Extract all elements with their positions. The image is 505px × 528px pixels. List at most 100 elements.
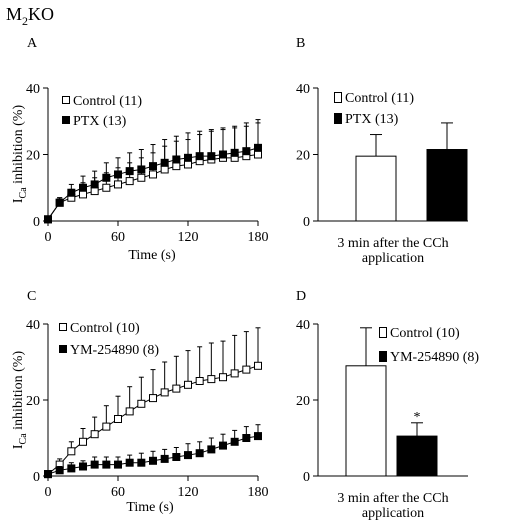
legend-label: YM-254890 (8) [70, 343, 159, 358]
panel-d-bar-chart: D 0 20 40 Control (10) YM-254890 (8) * 3 min af… [296, 289, 479, 521]
data-point [207, 445, 216, 454]
data-point [184, 160, 192, 169]
data-point [230, 148, 239, 157]
data-point [44, 470, 52, 479]
y-axis-label-sub: Ca [18, 433, 29, 445]
bar-1 [345, 365, 387, 477]
data-point [230, 437, 239, 446]
data-point [125, 167, 134, 176]
data-point [55, 466, 64, 475]
data-point [219, 373, 227, 382]
y-tick-label: 40 [26, 82, 40, 97]
bar-1 [355, 155, 397, 222]
data-point [102, 173, 111, 182]
data-point [55, 198, 64, 207]
data-point [172, 384, 181, 393]
y-axis-label: ICa inhibition (%) [11, 105, 29, 204]
series-1 [44, 327, 262, 479]
panel-a-line-chart: A 0 20 40 0 60 120 180 Time (s) ICa inhibition (%… [11, 36, 269, 263]
legend-label: Control (10) [70, 321, 140, 336]
legend-label: YM-254890 (8) [390, 350, 479, 365]
x-tick-label: 120 [178, 230, 199, 245]
data-point [67, 464, 76, 473]
data-point [137, 399, 146, 408]
y-axis-label-main: I [11, 444, 26, 449]
bar-2 [396, 435, 438, 477]
data-point [219, 150, 227, 159]
panel-c-line-chart: C 0 20 40 0 60 120 180 Time (s) ICa inhibition (%… [11, 289, 269, 515]
data-point [44, 215, 52, 224]
genotype-label: M2KO [6, 4, 54, 28]
data-point [254, 361, 262, 370]
y-tick-label: 40 [296, 318, 310, 333]
data-point [79, 437, 87, 446]
y-axis-label-tail: inhibition (%) [11, 105, 26, 188]
legend-marker [62, 96, 70, 104]
data-point [172, 453, 181, 461]
data-point [254, 432, 262, 441]
y-axis-label-main: I [11, 198, 26, 203]
y-tick-label: 0 [33, 215, 40, 230]
panel-label: D [296, 289, 306, 304]
series-2 [44, 119, 262, 224]
genotype-sub: 2 [22, 14, 28, 28]
legend-label: Control (11) [345, 91, 414, 106]
legend-label: Control (10) [390, 326, 460, 341]
panel-label: A [27, 36, 38, 51]
y-tick-label: 0 [303, 215, 310, 230]
data-point [102, 183, 111, 192]
data-point [254, 150, 262, 159]
y-tick-label: 40 [26, 318, 40, 333]
data-point [79, 462, 87, 471]
x-tick-label: 180 [248, 485, 269, 500]
y-tick-label: 20 [296, 149, 310, 164]
x-tick-label: 0 [45, 485, 52, 500]
bar-2 [426, 149, 468, 222]
data-point [102, 422, 111, 431]
data-point [114, 180, 122, 189]
significance-annotation: * [414, 410, 421, 425]
x-tick-label: 180 [248, 230, 269, 245]
genotype-main: M [6, 4, 22, 24]
y-tick-label: 0 [303, 470, 310, 485]
data-point [90, 430, 99, 439]
x-tick-label: 60 [111, 485, 125, 500]
y-axis-label-tail: inhibition (%) [11, 351, 26, 434]
x-axis-label-line1: 3 min after the CCh [337, 491, 448, 506]
legend-label: Control (11) [73, 94, 142, 109]
legend-label: PTX (13) [345, 112, 399, 127]
data-point [172, 155, 181, 164]
data-point [219, 441, 227, 450]
legend-marker [59, 345, 67, 353]
x-axis-label-line1: 3 min after the CCh [337, 236, 448, 251]
panel-label: B [296, 36, 305, 51]
data-point [67, 447, 76, 456]
data-point [114, 460, 122, 469]
legend-marker [334, 92, 342, 103]
data-point [254, 143, 262, 152]
x-axis-label: Time (s) [128, 248, 176, 263]
data-point [160, 158, 169, 167]
data-point [114, 170, 122, 179]
genotype-tail: KO [28, 4, 54, 24]
data-point [207, 375, 216, 384]
data-point [125, 407, 134, 416]
y-axis-label: ICa inhibition (%) [11, 351, 29, 450]
x-axis-label-line2: application [362, 251, 424, 266]
legend-label: PTX (13) [73, 114, 127, 129]
data-point [149, 394, 157, 403]
y-tick-label: 0 [33, 470, 40, 485]
data-point [242, 365, 251, 374]
data-point [184, 451, 192, 460]
data-point [90, 187, 99, 196]
data-point [125, 177, 134, 186]
legend-marker [379, 351, 387, 362]
data-point [242, 434, 251, 442]
data-point [79, 183, 87, 192]
y-tick-label: 20 [296, 394, 310, 409]
data-point [90, 460, 99, 469]
data-point [184, 380, 192, 389]
y-tick-label: 40 [296, 82, 310, 97]
data-point [160, 454, 169, 463]
series-2 [44, 424, 262, 479]
